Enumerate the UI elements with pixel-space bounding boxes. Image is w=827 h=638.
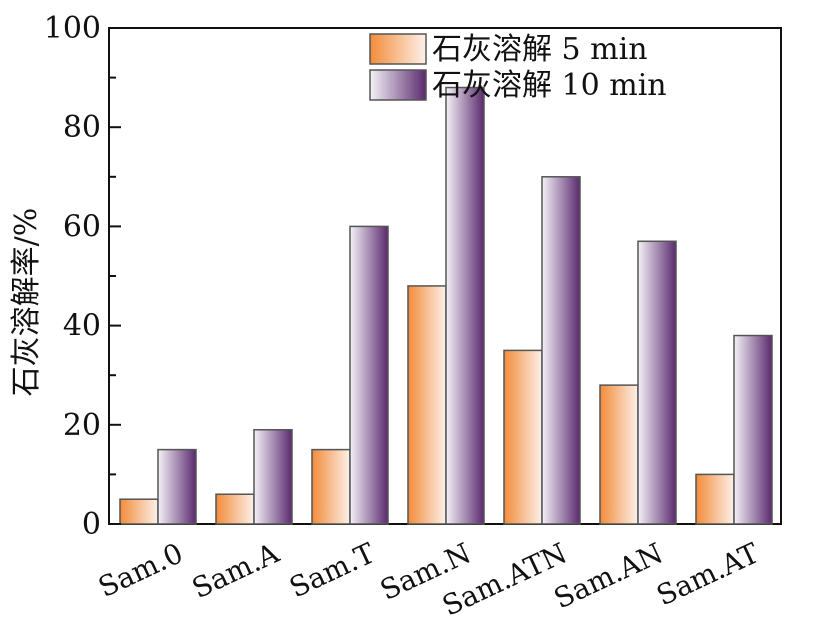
y-tick-label: 100 xyxy=(44,11,101,46)
bar-10min-sam-0 xyxy=(157,448,197,525)
legend-label: 石灰溶解 5 min xyxy=(432,32,648,67)
bar-5min-sam-atn xyxy=(503,349,543,525)
x-tick-label: Sam.T xyxy=(284,536,380,604)
bar-5min-sam-an xyxy=(599,384,639,525)
bar-5min-sam-0 xyxy=(119,498,159,525)
x-tick-label: Sam.AN xyxy=(549,536,668,615)
legend-label: 石灰溶解 10 min xyxy=(432,68,667,103)
bars-group xyxy=(119,86,773,525)
y-tick-label: 80 xyxy=(63,110,101,145)
y-tick-label: 40 xyxy=(63,309,101,344)
bar-5min-sam-at xyxy=(695,473,735,525)
bar-10min-sam-atn xyxy=(541,176,581,525)
bar-10min-sam-a xyxy=(253,429,293,525)
bar-10min-sam-t xyxy=(349,225,389,525)
y-tick-label: 20 xyxy=(63,408,101,443)
x-tick-label: Sam.0 xyxy=(93,536,188,604)
x-tick-label: Sam.A xyxy=(187,536,285,605)
y-axis: 0 20 40 60 80 100 xyxy=(44,11,121,542)
bar-10min-sam-an xyxy=(637,240,677,525)
y-tick-label: 0 xyxy=(82,507,101,542)
bar-5min-sam-t xyxy=(311,448,351,525)
bar-10min-sam-n xyxy=(445,86,485,525)
bar-5min-sam-a xyxy=(215,493,255,525)
bar-5min-sam-n xyxy=(407,285,447,525)
y-axis-title: 石灰溶解率/% xyxy=(9,208,44,397)
y-tick-label: 60 xyxy=(63,209,101,244)
legend-swatch xyxy=(369,33,427,65)
x-tick-label: Sam.AT xyxy=(651,536,764,612)
bar-10min-sam-at xyxy=(733,334,773,525)
legend-swatch xyxy=(369,69,427,101)
